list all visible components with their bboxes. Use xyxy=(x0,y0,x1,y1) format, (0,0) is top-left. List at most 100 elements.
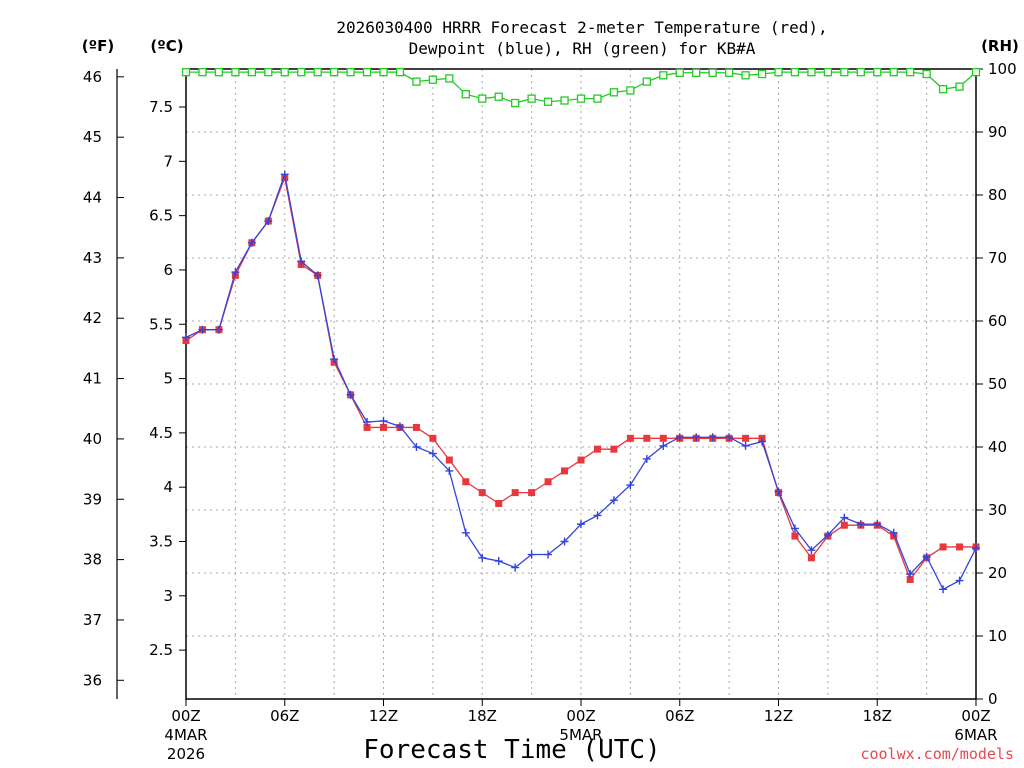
dewpoint-point xyxy=(313,271,322,280)
dewpoint-point xyxy=(873,520,882,529)
x-tick-date: 6MAR xyxy=(954,726,997,744)
unit-label-fahrenheit: (ºF) xyxy=(82,37,114,55)
temperature-point xyxy=(791,532,799,540)
dewpoint-point xyxy=(214,325,223,334)
dewpoint-point xyxy=(790,524,799,533)
f-tick-label: 45 xyxy=(83,128,102,146)
rh-tick-label: 30 xyxy=(988,501,1007,519)
rh-tick-label: 70 xyxy=(988,249,1007,267)
temperature-point xyxy=(511,489,519,497)
c-tick-label: 5 xyxy=(163,370,173,388)
rh-point xyxy=(642,77,651,86)
dewpoint-point xyxy=(330,355,339,364)
dewpoint-point xyxy=(626,481,635,490)
c-tick-label: 4.5 xyxy=(149,424,173,442)
series-rh xyxy=(181,68,981,108)
temperature-point xyxy=(659,434,667,442)
rh-point xyxy=(873,68,882,77)
rh-point xyxy=(823,68,833,77)
dewpoint-point xyxy=(823,530,832,539)
dewpoint-point xyxy=(577,520,585,529)
rh-point xyxy=(313,68,322,77)
dewpoint-point xyxy=(346,390,355,399)
f-tick-label: 40 xyxy=(83,430,102,448)
rh-point xyxy=(527,94,536,103)
f-tick-label: 44 xyxy=(83,189,102,207)
rh-point xyxy=(543,97,553,106)
rh-point xyxy=(280,68,289,77)
rh-point xyxy=(659,71,668,80)
dewpoint-point xyxy=(198,325,207,334)
dewpoint-point xyxy=(247,238,256,247)
rh-tick-label: 60 xyxy=(988,312,1007,330)
dewpoint-point xyxy=(412,443,421,451)
rh-point xyxy=(708,68,717,77)
dewpoint-point xyxy=(231,268,240,277)
temperature-point xyxy=(593,445,601,453)
rh-tick-label: 100 xyxy=(988,60,1017,78)
rh-tick-label: 40 xyxy=(988,438,1007,456)
rh-point xyxy=(906,68,915,77)
rh-point xyxy=(692,68,701,77)
dewpoint-point xyxy=(675,433,684,442)
temperature-point xyxy=(956,543,964,551)
rh-point xyxy=(856,68,865,77)
temperature-point xyxy=(610,445,618,453)
dewpoint-point xyxy=(280,170,289,179)
rh-point xyxy=(198,68,207,77)
dewpoint-point xyxy=(725,433,734,442)
rh-point xyxy=(971,68,981,77)
dewpoint-point xyxy=(182,333,190,342)
dewpoint-point xyxy=(297,257,306,266)
temperature-point xyxy=(495,499,503,507)
rh-point xyxy=(955,82,964,91)
dewpoint-point xyxy=(593,511,602,520)
f-tick-label: 46 xyxy=(83,68,102,86)
dewpoint-point xyxy=(445,466,454,475)
dewpoint-point xyxy=(363,418,372,427)
rh-point xyxy=(247,68,256,77)
dewpoint-point xyxy=(609,496,618,505)
rh-point xyxy=(790,68,800,77)
rh-point xyxy=(428,75,438,84)
temperature-point xyxy=(626,434,634,442)
x-tick-date: 4MAR xyxy=(164,726,207,744)
dewpoint-point xyxy=(461,528,470,537)
rh-tick-label: 50 xyxy=(988,375,1007,393)
dewpoint-point xyxy=(708,433,717,442)
temperature-point xyxy=(906,576,914,584)
credit-label: coolwx.com/models xyxy=(860,745,1014,763)
temperature-point xyxy=(363,423,371,431)
c-tick-label: 7.5 xyxy=(149,98,173,116)
temperature-point xyxy=(840,521,848,529)
rh-point xyxy=(576,94,586,103)
dewpoint-point xyxy=(659,441,668,450)
x-tick-date: 5MAR xyxy=(559,726,602,744)
dewpoint-point xyxy=(560,537,569,546)
temperature-point xyxy=(445,456,453,464)
c-tick-label: 3 xyxy=(163,587,173,605)
c-tick-label: 3.5 xyxy=(149,533,173,551)
dewpoint-point xyxy=(741,441,750,450)
temperature-point xyxy=(380,423,387,431)
dewpoint-point xyxy=(692,433,701,442)
dewpoint-point xyxy=(395,422,404,431)
x-tick-label: 00Z xyxy=(961,707,990,725)
c-tick-label: 7 xyxy=(163,152,173,170)
x-tick-label: 18Z xyxy=(863,707,892,725)
f-tick-label: 41 xyxy=(83,370,102,388)
rh-point xyxy=(938,85,948,94)
dewpoint-point xyxy=(642,454,651,463)
dewpoint-point xyxy=(511,563,520,572)
dewpoint-point xyxy=(494,557,503,566)
dewpoint-point xyxy=(972,544,980,553)
rh-tick-label: 90 xyxy=(988,123,1007,141)
temperature-point xyxy=(412,423,420,431)
rh-point xyxy=(626,86,635,95)
dewpoint-point xyxy=(774,487,783,496)
temperature-point xyxy=(643,434,651,442)
dewpoint-point xyxy=(840,513,849,522)
rh-point xyxy=(807,68,816,77)
rh-point xyxy=(724,68,734,77)
